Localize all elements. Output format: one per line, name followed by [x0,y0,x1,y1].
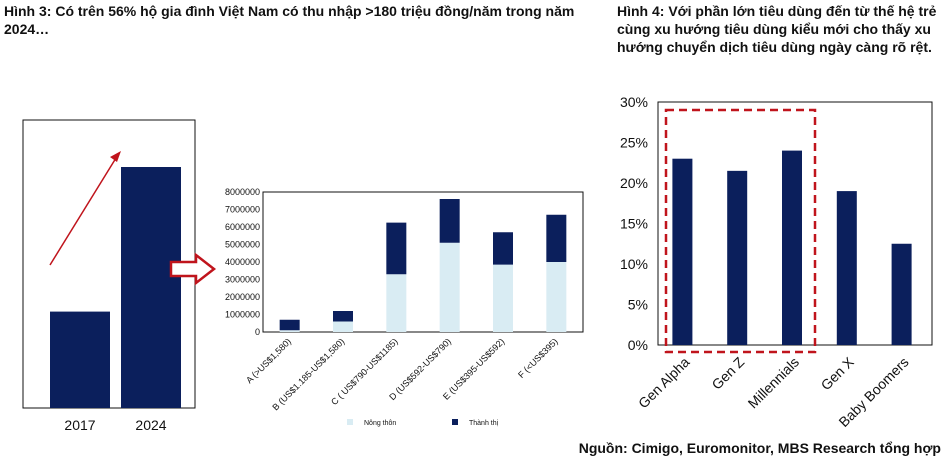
chart3-xlabel: Gen Alpha [635,354,693,412]
chart3-xlabel: Millennials [745,354,803,412]
chart2-ytick: 6000000 [225,222,260,232]
chart3-bar-baby-boomers [891,243,912,345]
growth-arrow-head-icon [110,151,121,162]
chart2-bar-urban [386,222,407,275]
chart2-bar-rural [333,321,353,332]
legend-label: Nông thôn [364,420,396,427]
chart2-ytick: 0 [255,327,260,337]
chart3-bar-gen-x [836,191,857,345]
chart2-ytick: 7000000 [225,205,260,215]
chart2-bar-urban [546,214,567,262]
chart2-bar-rural [546,262,567,332]
chart2-bar-urban [333,311,353,322]
chart3-ytick: 30% [620,94,648,110]
chart2-ytick: 5000000 [225,240,260,250]
chart2-frame [262,191,584,333]
chart3-ytick: 5% [628,297,648,313]
chart2-bar-urban [439,199,460,243]
right-arrow-icon [169,252,217,286]
chart3-ytick: 0% [628,337,648,353]
legend-label: Thành thị [469,420,499,427]
chart1-bar-2024 [121,167,181,408]
chart3-bar-millennials [782,150,802,345]
chart3-ytick: 10% [620,256,648,272]
chart2-ytick: 3000000 [225,275,260,285]
growth-arrow-line [49,157,117,266]
chart2-xlabel: E (US$395-US$592) [441,336,506,401]
chart2-bar-rural [279,330,300,332]
chart2-ytick: 8000000 [225,187,260,197]
chart2-ytick: 1000000 [225,310,260,320]
chart3-bar-gen-alpha [672,158,693,345]
chart3-xlabel: Gen Z [708,353,747,392]
chart3-ytick: 15% [620,216,648,232]
chart2-bar-rural [386,274,407,332]
figure-3-title: Hình 3: Có trên 56% hộ gia đình Việt Nam… [4,3,575,37]
chart2-bar-urban [279,319,300,331]
chart3-bar-gen-z [727,170,748,345]
chart2-bar-urban [493,232,513,265]
figure-4-title: Hình 4: Với phần lớn tiêu dùng đến từ th… [617,3,937,55]
chart2-ytick: 2000000 [225,292,260,302]
chart2-xlabel: A (>US$1,580) [244,336,293,385]
legend-swatch [452,419,458,425]
legend-swatch [347,419,353,425]
chart2-xlabel: F (<US$395) [516,336,560,380]
chart1-bar-2017 [50,311,110,408]
chart3-xlabel: Gen X [818,353,858,393]
source-note: Nguồn: Cimigo, Euromonitor, MBS Research… [578,440,941,456]
chart3-ytick: 25% [620,135,648,151]
chart3-ytick: 20% [620,175,648,191]
chart1-xlabel: 2017 [64,417,95,433]
chart2-ytick: 4000000 [225,257,260,267]
chart2-bar-rural [493,264,513,332]
chart1-xlabel: 2024 [135,417,166,433]
chart2-bar-rural [439,242,460,332]
